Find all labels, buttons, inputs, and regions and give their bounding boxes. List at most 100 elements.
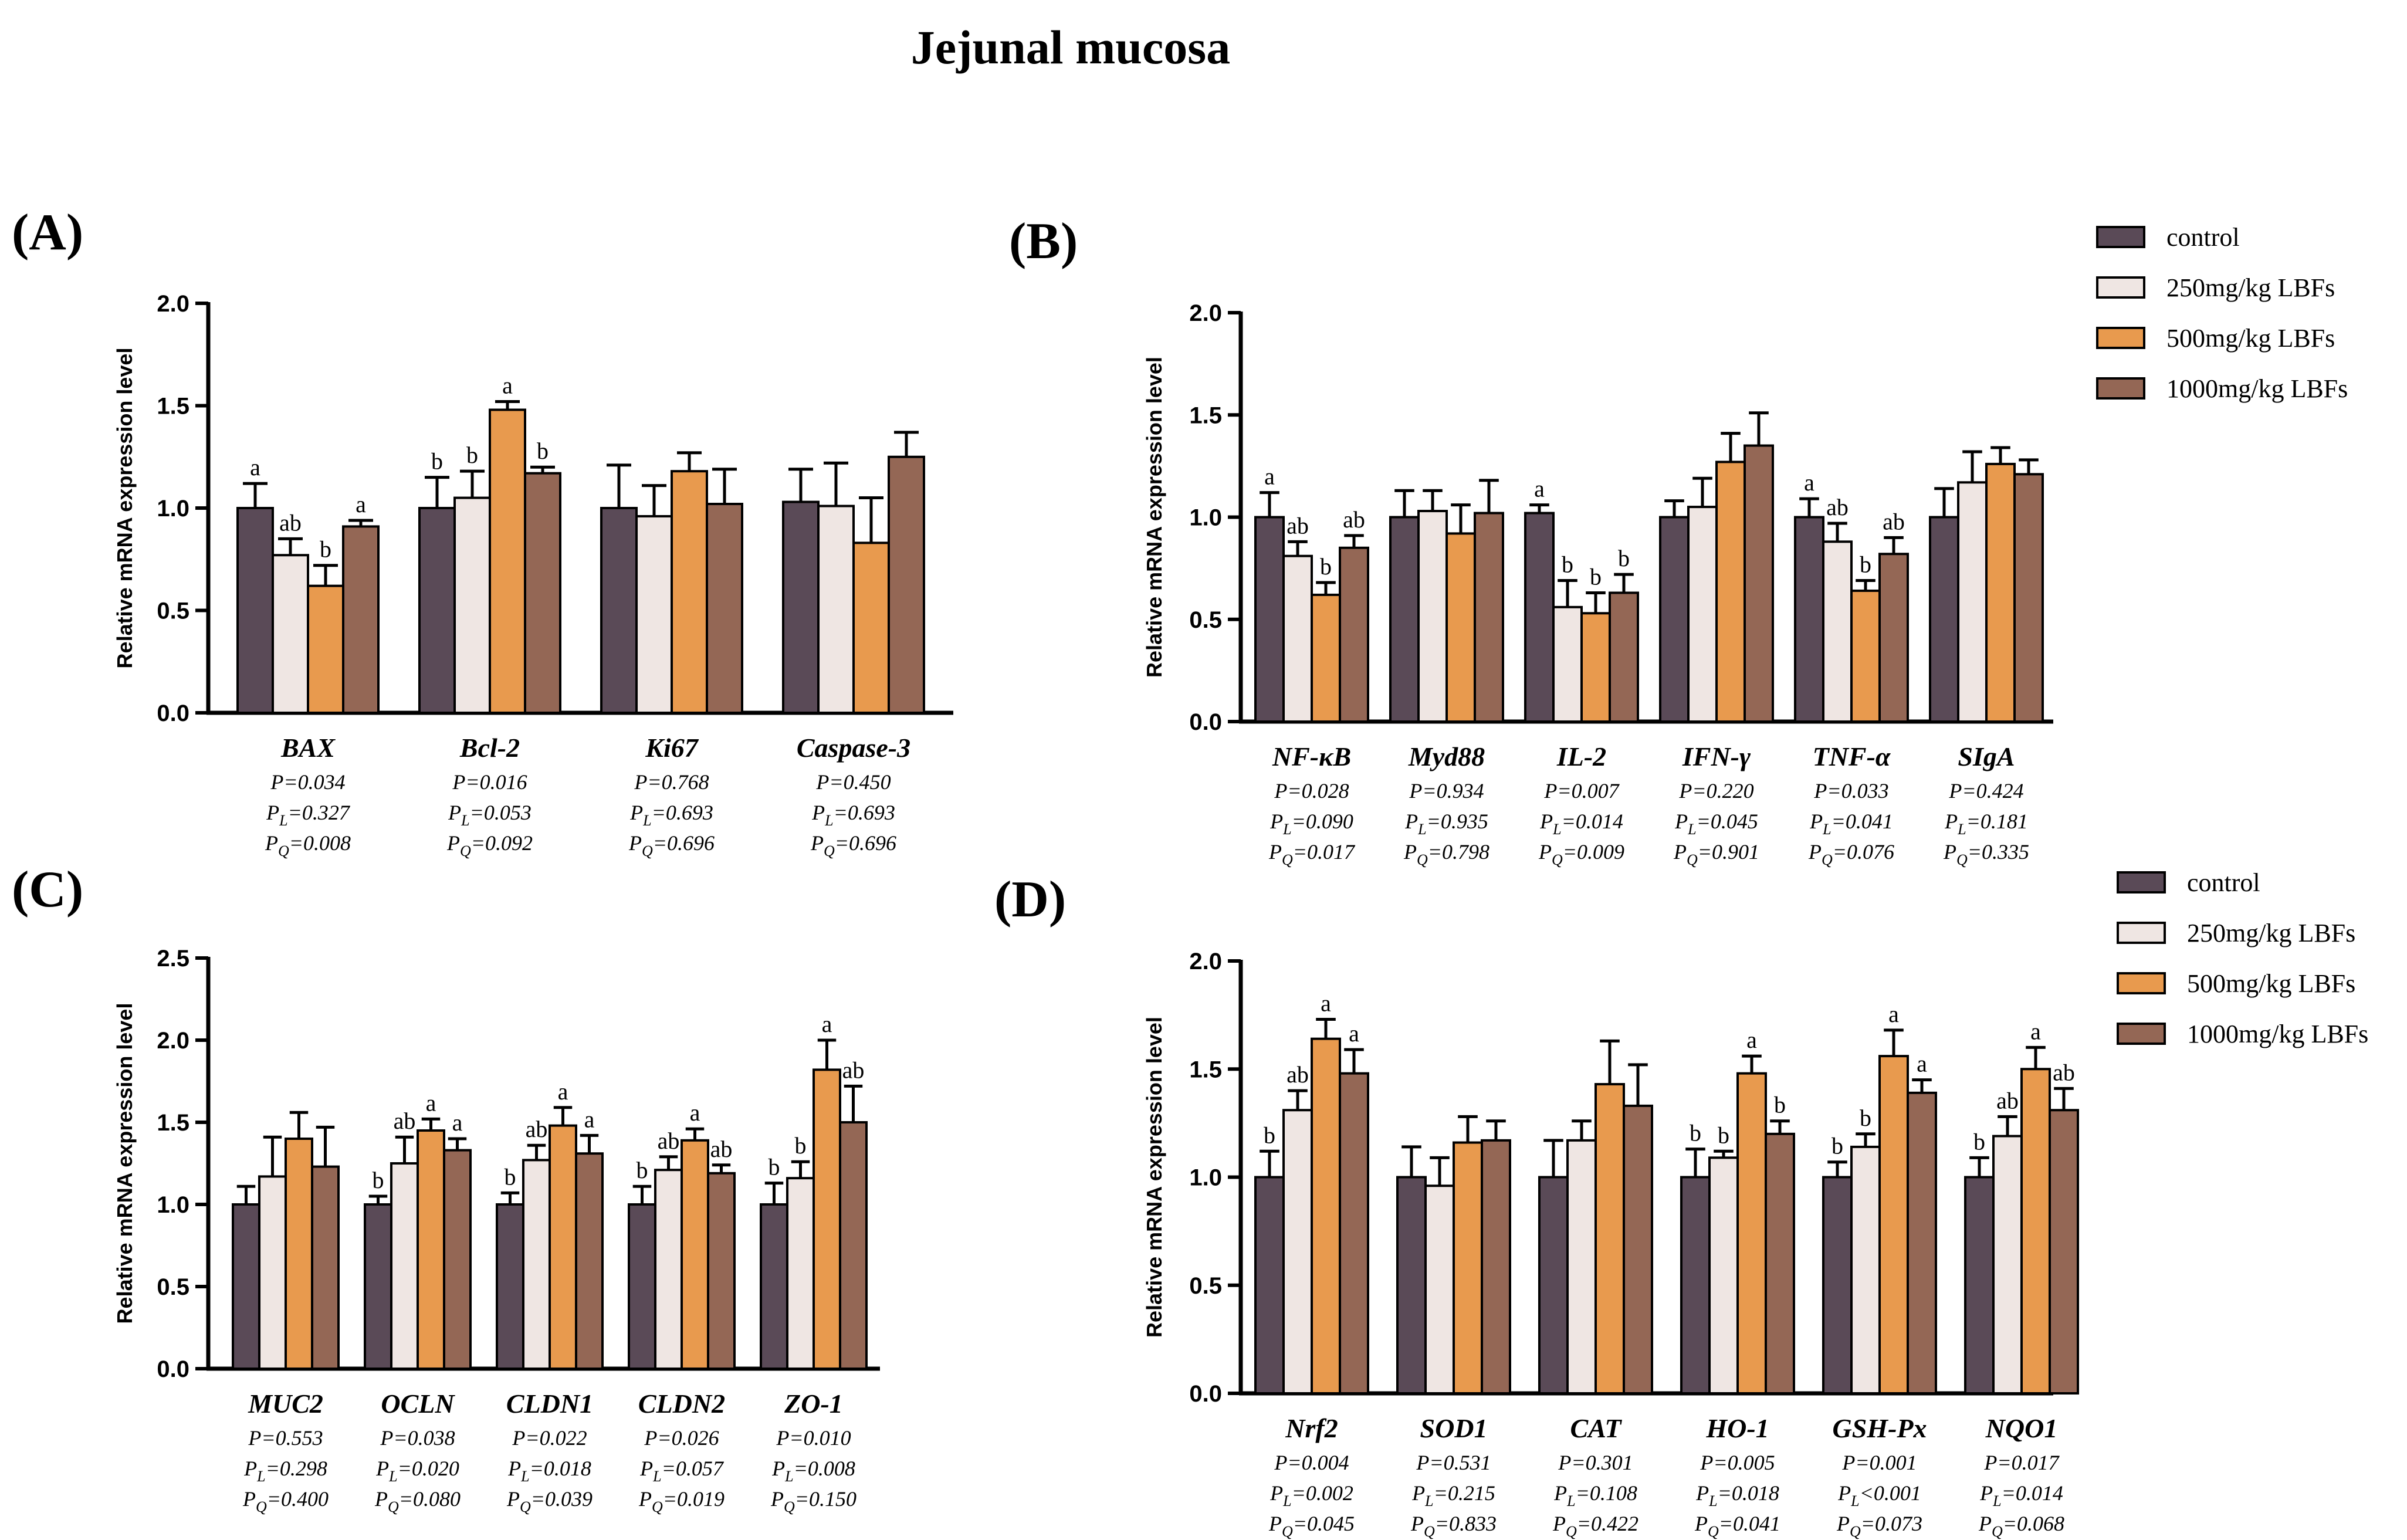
- panel-b-label: (B): [1009, 213, 1078, 270]
- stat-line: PQ=0.696: [628, 831, 715, 859]
- bar-cldn1-control: [496, 1203, 524, 1370]
- bar-tnf-1000mg-kg-lbfs: [1878, 553, 1909, 723]
- stat-line: PQ=0.073: [1836, 1512, 1922, 1540]
- bar-ocln-250mg-kg-lbfs: [390, 1162, 419, 1370]
- stat-line: P=0.010: [776, 1426, 851, 1450]
- panel-d-y-axis-title: Relative mRNA expression level: [1142, 1017, 1166, 1338]
- panel-c-ytick-label: 0.5: [157, 1274, 189, 1300]
- stat-line: P=0.022: [512, 1426, 587, 1450]
- panel-b-ytick-label: 1.5: [1189, 402, 1222, 428]
- bar-gsh-px-250mg-kg-lbfs: [1850, 1145, 1881, 1395]
- bar-siga-250mg-kg-lbfs: [1957, 481, 1988, 723]
- significance-letter: b: [1562, 551, 1573, 578]
- significance-letter: b: [769, 1154, 780, 1180]
- significance-letter: b: [466, 442, 478, 468]
- legends-group: control 250mg/kg LBFs 500mg/kg LBFs 1000mg/…: [2096, 223, 2368, 1048]
- bar-nrf2-control: [1254, 1176, 1285, 1395]
- legend-swatch-500mg-kg-lbfs: [2096, 327, 2145, 349]
- category-label: NF-κB: [1272, 742, 1351, 771]
- stat-line: PL=0.020: [375, 1457, 459, 1485]
- stat-line: P=0.004: [1274, 1451, 1349, 1474]
- legend-bottom: control 250mg/kg LBFs 500mg/kg LBFs 1000mg/…: [2117, 868, 2368, 1048]
- legend-label-250mg-kg-lbfs: 250mg/kg LBFs: [2187, 919, 2355, 947]
- significance-letter: b: [320, 536, 331, 563]
- bar-muc2-500mg-kg-lbfs: [285, 1138, 313, 1370]
- bar-myd88-control: [1389, 516, 1420, 723]
- significance-letter: b: [1618, 545, 1630, 571]
- category-label: SOD1: [1420, 1413, 1487, 1443]
- bar-tnf-500mg-kg-lbfs: [1850, 589, 1881, 723]
- stat-line: PL=0.014: [1979, 1481, 2063, 1509]
- significance-letter: b: [1320, 553, 1332, 580]
- significance-letter: a: [1804, 469, 1814, 496]
- stat-line: P=0.016: [452, 770, 527, 794]
- bar-nrf2-250mg-kg-lbfs: [1282, 1109, 1313, 1395]
- bar-ocln-500mg-kg-lbfs: [417, 1129, 445, 1370]
- panel-c-ytick-label: 1.0: [157, 1192, 189, 1218]
- panel-d-ytick-label: 1.0: [1189, 1165, 1222, 1191]
- bar-ki67-250mg-kg-lbfs: [635, 515, 673, 715]
- bar-bcl-2-500mg-kg-lbfs: [489, 408, 526, 714]
- panel-b-ytick-label: 2.0: [1189, 300, 1222, 326]
- significance-letter: ab: [710, 1136, 733, 1162]
- significance-letter: b: [1718, 1122, 1729, 1148]
- stat-line: PQ=0.008: [265, 831, 351, 859]
- significance-letter: ab: [526, 1116, 548, 1142]
- stat-line: PQ=0.076: [1808, 840, 1894, 868]
- bar-tnf-250mg-kg-lbfs: [1822, 540, 1853, 723]
- stat-line: PQ=0.422: [1552, 1512, 1638, 1540]
- stat-line: P=0.424: [1948, 779, 2023, 803]
- bar-nf-b-250mg-kg-lbfs: [1282, 554, 1313, 723]
- legend-swatch-control: [2117, 871, 2166, 893]
- stat-line: PQ=0.017: [1268, 840, 1356, 868]
- panel-c-ytick-label: 2.5: [157, 946, 189, 972]
- significance-letter: b: [1860, 551, 1871, 578]
- stat-line: PL=0.053: [448, 801, 531, 829]
- bar-ifn-control: [1659, 516, 1690, 723]
- bar-il-2-1000mg-kg-lbfs: [1609, 591, 1639, 723]
- bar-cldn2-1000mg-kg-lbfs: [707, 1172, 736, 1370]
- legend-top: control 250mg/kg LBFs 500mg/kg LBFs 1000mg/…: [2096, 223, 2348, 403]
- bar-cat-1000mg-kg-lbfs: [1623, 1104, 1653, 1395]
- category-label: MUC2: [248, 1389, 323, 1419]
- bar-zo-1-250mg-kg-lbfs: [786, 1177, 815, 1370]
- stat-line: P=0.553: [248, 1426, 323, 1450]
- bar-zo-1-1000mg-kg-lbfs: [839, 1121, 868, 1370]
- stat-line: PL=0.008: [771, 1457, 855, 1485]
- panel-a-label: (A): [12, 204, 83, 261]
- panel-d-group-nrf2: b ab aa Nrf2 P=0.004 PL=0.002 PQ=0.045: [1254, 990, 1369, 1540]
- legend-label-1000mg-kg-lbfs: 1000mg/kg LBFs: [2166, 374, 2348, 403]
- stat-line: PL=0.215: [1411, 1481, 1495, 1509]
- category-label: CLDN1: [506, 1389, 593, 1419]
- bar-nrf2-1000mg-kg-lbfs: [1339, 1072, 1369, 1395]
- stat-line: PL=0.108: [1553, 1481, 1637, 1509]
- legend-label-control: control: [2187, 868, 2260, 897]
- panel-d-ytick-label: 1.5: [1189, 1057, 1222, 1082]
- legend-label-250mg-kg-lbfs: 250mg/kg LBFs: [2166, 273, 2335, 302]
- significance-letter: ab: [1996, 1087, 2019, 1113]
- stat-line: P=0.026: [644, 1426, 719, 1450]
- stat-line: PQ=0.068: [1978, 1512, 2064, 1540]
- category-label: Nrf2: [1285, 1413, 1338, 1443]
- significance-letter: a: [2030, 1018, 2041, 1044]
- stat-line: PL=0.298: [243, 1457, 327, 1485]
- significance-letter: b: [1973, 1128, 1985, 1155]
- stat-line: PL=0.045: [1674, 810, 1758, 838]
- bar-ifn-1000mg-kg-lbfs: [1744, 444, 1774, 723]
- bar-caspase-3-250mg-kg-lbfs: [817, 505, 855, 714]
- stat-line: P=0.001: [1841, 1451, 1917, 1474]
- significance-letter: b: [795, 1132, 807, 1159]
- legend-swatch-500mg-kg-lbfs: [2117, 972, 2166, 994]
- significance-letter: b: [637, 1157, 648, 1183]
- significance-letter: b: [1690, 1120, 1701, 1146]
- significance-letter: ab: [658, 1128, 680, 1154]
- panel-a-ytick-label: 0.5: [157, 598, 189, 624]
- stat-line: PL=0.181: [1944, 810, 2028, 838]
